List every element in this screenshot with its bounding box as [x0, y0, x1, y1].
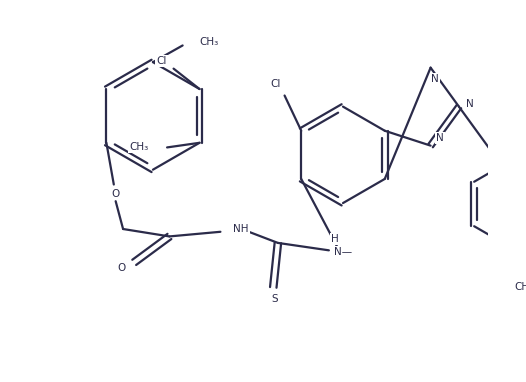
Text: O: O	[117, 263, 125, 273]
Text: NH: NH	[234, 224, 249, 234]
Text: N: N	[431, 74, 439, 84]
Text: O: O	[112, 189, 120, 199]
Text: Cl: Cl	[270, 79, 280, 89]
Text: CH₃: CH₃	[129, 142, 148, 152]
Text: Cl: Cl	[156, 56, 167, 66]
Text: CH₃: CH₃	[199, 37, 219, 47]
Text: N—: N—	[335, 247, 352, 257]
Text: N: N	[436, 133, 444, 143]
Text: N: N	[466, 99, 474, 109]
Text: H: H	[330, 234, 338, 244]
Text: S: S	[272, 293, 278, 304]
Text: CH₃: CH₃	[514, 282, 526, 292]
